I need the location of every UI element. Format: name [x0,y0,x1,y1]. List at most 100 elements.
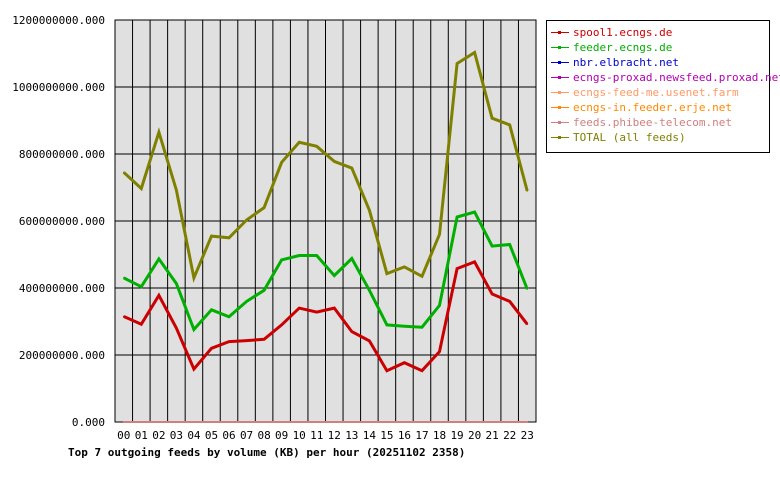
data-point [175,327,178,330]
data-point [210,421,213,423]
data-point [351,421,353,423]
data-point [298,254,300,257]
legend: spool1.ecngs.de feeder.ecngs.de nbr.elbrac… [546,20,780,153]
data-point [333,421,336,423]
data-point [508,243,511,246]
x-tick-label: 04 [187,429,201,442]
x-tick-label: 21 [486,429,499,442]
data-point [333,274,336,277]
data-point [368,209,371,212]
data-point [526,323,529,325]
y-tick-label: 1200000000.000 [12,14,105,27]
y-tick-label: 800000000.000 [19,148,105,161]
x-tick-label: 08 [257,429,270,442]
x-tick-label: 01 [135,429,148,442]
data-point [368,289,371,292]
data-point [526,190,529,192]
legend-swatch [551,106,569,109]
x-axis-ticks: 00 01 02 03 04 05 06 07 08 09 10 11 12 13 14 15 16 17 18 19… [117,429,534,442]
legend-swatch [551,91,569,94]
data-point [210,347,213,350]
x-tick-label: 16 [398,429,411,442]
x-tick-label: 03 [170,429,183,442]
data-point [122,171,125,174]
data-point [491,421,493,423]
data-point [228,316,230,318]
data-point [140,285,143,288]
data-point [245,300,248,303]
data-point [526,288,529,290]
data-point [315,254,318,257]
legend-swatch [551,121,569,124]
x-tick-label: 02 [152,429,165,442]
data-point [263,206,265,209]
data-point [386,421,388,423]
data-point [508,300,511,303]
series-feeder-ecngs-de [122,210,529,333]
data-point [421,275,423,278]
data-point [175,189,178,191]
data-point [438,421,441,423]
data-point [333,160,336,163]
data-point [333,307,336,309]
data-point [315,421,318,423]
data-point [473,261,476,263]
x-tick-label: 11 [310,429,323,442]
y-tick-label: 400000000.000 [19,282,105,295]
data-point [421,369,423,372]
x-tick-label: 15 [380,429,393,442]
data-point [158,294,160,297]
legend-swatch [551,76,569,79]
data-point [421,326,423,328]
data-point [351,167,353,169]
legend-label: nbr.elbracht.net [573,56,679,69]
data-point [140,323,143,325]
series-line [123,210,529,333]
data-point [403,325,406,327]
data-point [386,369,388,372]
data-point [438,233,441,236]
data-point [298,141,300,144]
data-point [193,328,195,331]
data-point [298,421,300,423]
y-tick-label: 600000000.000 [19,215,105,228]
data-point [491,117,493,119]
data-point [140,187,143,190]
data-point [122,315,125,318]
x-tick-label: 20 [468,429,481,442]
data-point [263,289,265,292]
data-point [526,421,529,423]
legend-swatch [551,31,569,34]
legend-swatch [551,61,569,64]
series-line [122,50,529,283]
x-tick-label: 13 [345,429,358,442]
data-point [280,324,283,326]
legend-label: feeds.phibee-telecom.net [573,116,732,129]
series-lines [122,50,529,423]
data-point [280,421,283,423]
data-point [438,350,441,353]
x-tick-label: 23 [521,429,534,442]
x-tick-label: 14 [363,429,377,442]
data-point [193,421,195,423]
data-point [456,421,458,423]
data-point [193,277,195,279]
data-point [158,258,160,260]
series-spool1-ecngs-de [122,260,529,373]
data-point [491,293,493,295]
data-point [438,304,441,307]
data-point [508,124,511,126]
chart-title: Top 7 outgoing feeds by volume (KB) per … [68,446,466,459]
data-point [403,361,406,364]
data-point [263,421,265,423]
data-point [210,235,213,237]
legend-swatch [551,136,569,139]
data-point [280,161,283,164]
x-tick-label: 05 [205,429,218,442]
x-tick-label: 12 [328,429,341,442]
data-point [158,421,160,423]
y-tick-label: 200000000.000 [19,349,105,362]
data-point [456,216,458,218]
data-point [386,272,388,275]
